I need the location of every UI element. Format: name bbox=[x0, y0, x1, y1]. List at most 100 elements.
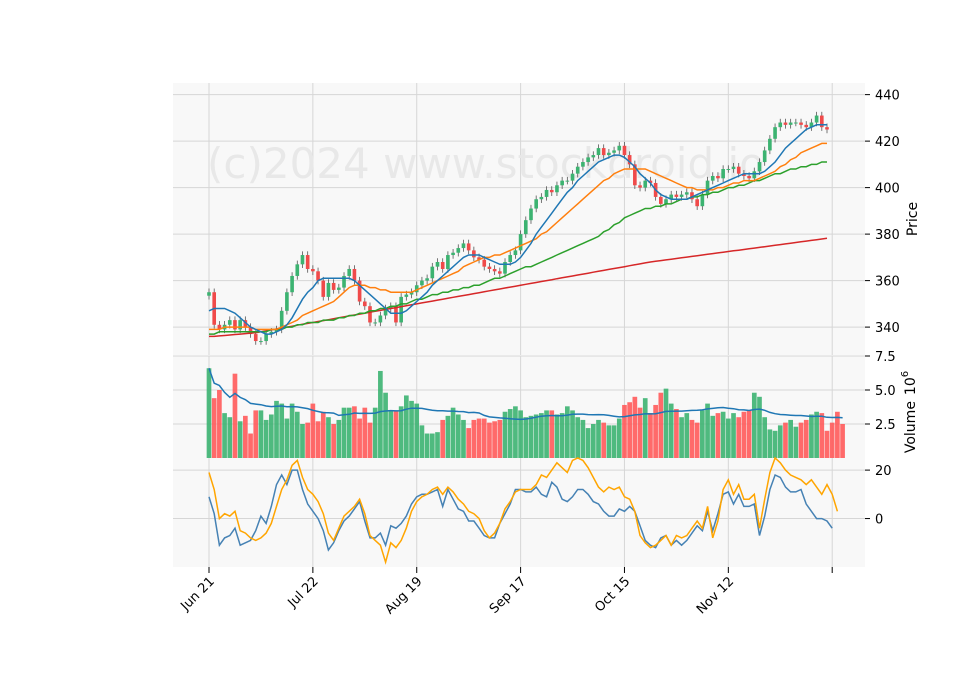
price-panel: (c)2024 www.stockdroid.io 340 360 380 400 42… bbox=[173, 83, 921, 355]
candle-body bbox=[243, 320, 248, 328]
candle-body bbox=[269, 331, 274, 335]
candle-body bbox=[498, 271, 502, 274]
volume-bar bbox=[222, 413, 227, 458]
candle-body bbox=[643, 180, 648, 188]
volume-moving-average-line bbox=[208, 367, 843, 421]
volume-bar bbox=[824, 430, 830, 458]
volume-bar bbox=[684, 413, 690, 458]
candle-body bbox=[466, 243, 471, 251]
x-axis-ticks: Jun 21 Jul 22 Aug 19 Sep 17 Oct 15 Nov 12 bbox=[178, 567, 833, 617]
volume-bar bbox=[300, 424, 305, 458]
volume-bar bbox=[788, 419, 793, 458]
candle-body bbox=[523, 220, 528, 235]
volume-bar bbox=[746, 410, 752, 458]
volume-bar bbox=[253, 410, 259, 458]
candle-body bbox=[492, 268, 497, 272]
candle-body bbox=[404, 294, 409, 297]
volume-bar bbox=[564, 406, 570, 458]
volume-bar bbox=[404, 395, 409, 458]
volume-bar bbox=[331, 424, 336, 458]
volume-bar bbox=[352, 406, 357, 458]
candle-body bbox=[804, 124, 809, 128]
candle-body bbox=[482, 259, 487, 267]
oscillator-panel: 0 20 bbox=[173, 456, 892, 567]
volume-bar bbox=[710, 415, 716, 458]
candle-body bbox=[487, 266, 492, 269]
candle-body bbox=[648, 180, 653, 183]
price-y-tick-label: 380 bbox=[875, 228, 900, 243]
candle-body bbox=[539, 196, 544, 200]
volume-y-tick-label: 7.5 bbox=[875, 350, 896, 365]
x-tick-label: Aug 19 bbox=[382, 574, 425, 617]
oscillator-y-tick-label: 0 bbox=[875, 513, 883, 528]
volume-bar bbox=[783, 422, 788, 458]
volume-bar bbox=[725, 418, 731, 458]
candle-body bbox=[383, 308, 388, 316]
volume-bar bbox=[294, 411, 300, 458]
candle-body bbox=[690, 192, 694, 200]
volume-axis-unit-exponent: 6 bbox=[900, 371, 911, 377]
volume-bar bbox=[258, 410, 264, 458]
volume-bar bbox=[274, 400, 279, 458]
volume-bar bbox=[632, 396, 638, 458]
candle-body bbox=[799, 122, 803, 125]
candle-body bbox=[472, 250, 476, 258]
candle-body bbox=[378, 315, 383, 323]
volume-bar bbox=[372, 407, 378, 458]
volume-bar bbox=[435, 432, 440, 458]
candle-body bbox=[451, 252, 455, 256]
candle-body bbox=[633, 164, 637, 186]
volume-bar bbox=[835, 411, 840, 458]
candle-body bbox=[627, 155, 632, 165]
ma10-line bbox=[208, 124, 827, 335]
volume-bar bbox=[585, 428, 591, 458]
candle-body bbox=[705, 180, 710, 195]
volume-bar bbox=[809, 414, 814, 458]
volume-bar bbox=[751, 392, 757, 458]
volume-panel: 2.5 5.0 7.5 Volume106 bbox=[173, 350, 919, 458]
candlesticks bbox=[207, 111, 829, 345]
candle-body bbox=[762, 150, 767, 163]
volume-bar bbox=[590, 424, 596, 458]
candle-body bbox=[456, 248, 461, 253]
candle-body bbox=[778, 122, 783, 128]
x-tick-label: Sep 17 bbox=[487, 574, 530, 617]
volume-bar bbox=[414, 403, 420, 458]
candle-body bbox=[731, 166, 736, 170]
oscillator-lines bbox=[208, 456, 839, 565]
candle-body bbox=[565, 180, 570, 182]
volume-bar bbox=[471, 419, 477, 458]
candle-body bbox=[575, 166, 580, 174]
moving-average-lines bbox=[208, 124, 828, 338]
price-y-tick-label: 440 bbox=[875, 89, 900, 104]
candle-body bbox=[435, 262, 440, 267]
price-y-tick-label: 360 bbox=[875, 275, 900, 290]
volume-bar bbox=[549, 410, 555, 458]
volume-bar bbox=[357, 418, 362, 458]
candle-body bbox=[710, 175, 715, 181]
volume-bar bbox=[668, 403, 674, 458]
candle-body bbox=[477, 257, 481, 260]
volume-bar bbox=[367, 422, 373, 458]
volume-bar bbox=[523, 417, 529, 458]
price-grid bbox=[173, 83, 865, 355]
volume-bar bbox=[658, 392, 664, 458]
candle-body bbox=[555, 185, 559, 193]
volume-bar bbox=[326, 417, 331, 458]
volume-bar bbox=[637, 407, 643, 458]
candle-body bbox=[664, 199, 668, 204]
candle-body bbox=[570, 173, 575, 181]
candle-body bbox=[742, 173, 746, 176]
volume-bar bbox=[383, 392, 388, 458]
candle-body bbox=[357, 280, 362, 302]
candle-body bbox=[337, 287, 341, 290]
candle-body bbox=[248, 327, 253, 335]
candle-body bbox=[394, 306, 398, 323]
volume-bar bbox=[289, 403, 295, 458]
candle-body bbox=[586, 157, 590, 163]
price-y-ticks: 340 360 380 400 420 440 bbox=[865, 89, 900, 336]
candle-body bbox=[274, 329, 279, 332]
volume-bar bbox=[409, 400, 414, 458]
volume-bar bbox=[798, 422, 804, 458]
